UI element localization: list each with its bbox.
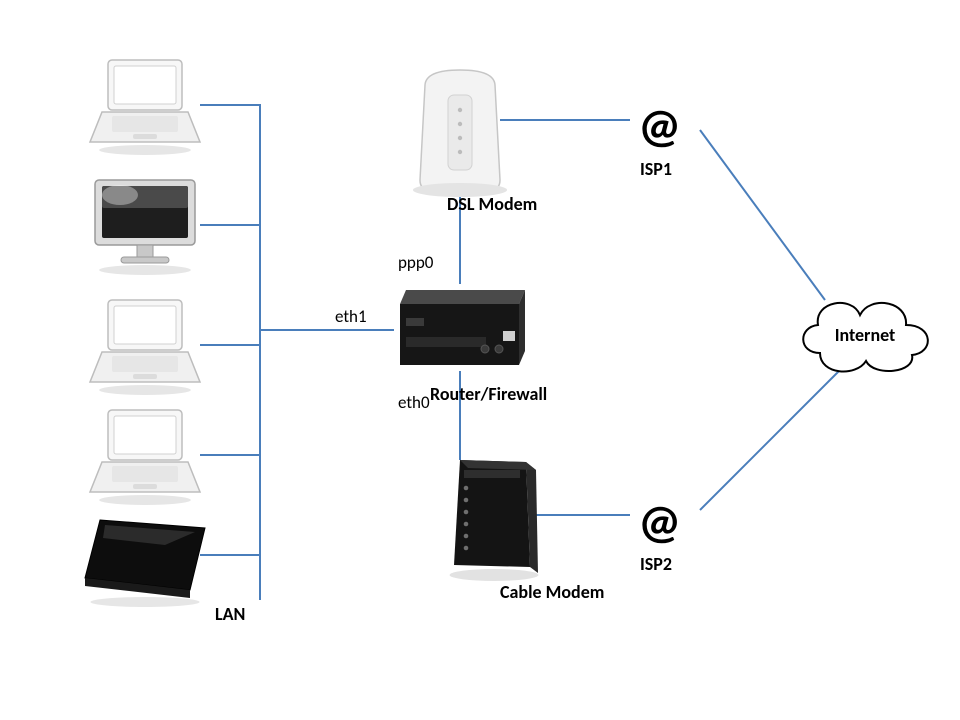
laptop-icon xyxy=(90,410,200,505)
dsl-modem-icon xyxy=(413,70,507,197)
isp1-label: ISP1 xyxy=(640,158,672,180)
eth1-label: eth1 xyxy=(335,306,367,327)
isp2-label: ISP2 xyxy=(640,553,672,575)
network-diagram: LAN DSL Modem Router/Firewall Cable Mode… xyxy=(0,0,960,720)
ppp0-label: ppp0 xyxy=(398,252,434,273)
connection-line xyxy=(700,370,840,510)
isp1-at-icon: @ xyxy=(638,96,681,155)
internet-label: Internet xyxy=(835,324,896,346)
isp2-at-icon: @ xyxy=(638,492,681,551)
router-icon xyxy=(394,284,531,371)
eth0-label: eth0 xyxy=(398,392,430,413)
laptop-icon xyxy=(90,60,200,155)
cable-modem-label: Cable Modem xyxy=(500,581,604,603)
text-labels: LAN DSL Modem Router/Firewall Cable Mode… xyxy=(215,96,895,625)
lan-label: LAN xyxy=(215,603,245,625)
connection-line xyxy=(200,105,260,600)
cable-modem-icon xyxy=(450,460,539,581)
device-icons xyxy=(85,60,928,607)
monitor-icon xyxy=(95,180,195,275)
laptop-icon xyxy=(90,300,200,395)
tablet-icon xyxy=(85,520,205,607)
router-label: Router/Firewall xyxy=(430,383,547,405)
connection-line xyxy=(700,130,825,300)
dsl-modem-label: DSL Modem xyxy=(447,193,537,215)
